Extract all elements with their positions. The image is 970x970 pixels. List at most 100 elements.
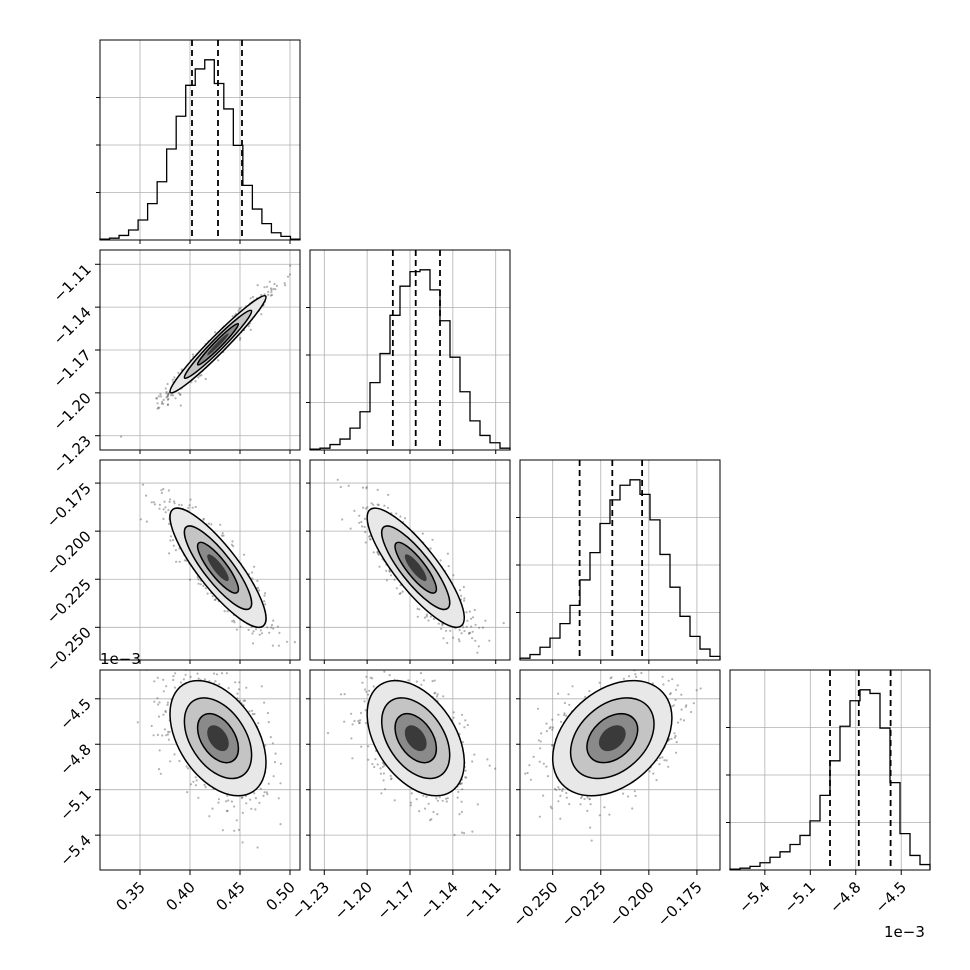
sample-point: [471, 630, 474, 633]
sample-point: [163, 500, 166, 503]
sample-point: [671, 678, 674, 681]
sample-point: [266, 626, 269, 629]
sample-point: [389, 574, 393, 577]
sample-point: [465, 625, 468, 628]
sample-point: [263, 791, 266, 794]
sample-point: [676, 684, 679, 687]
sample-point: [263, 594, 266, 597]
sample-point: [452, 711, 455, 714]
sample-point: [473, 753, 476, 756]
sample-point: [425, 613, 428, 616]
sample-point: [236, 692, 239, 695]
sample-point: [279, 762, 282, 765]
sample-point: [253, 792, 256, 795]
sample-point: [180, 368, 183, 371]
sample-point: [225, 800, 228, 803]
sample-point: [368, 689, 371, 692]
sample-point: [183, 559, 186, 562]
sample-point: [162, 690, 165, 693]
sample-point: [339, 693, 343, 696]
scatter-panel-0-3: [99, 661, 301, 871]
sample-point: [162, 398, 165, 401]
panel-frame: [99, 669, 301, 871]
sample-point: [551, 726, 555, 729]
sample-point: [363, 700, 366, 703]
sample-point: [258, 589, 261, 592]
sample-point: [153, 503, 156, 506]
sample-point: [150, 501, 153, 504]
sample-point: [171, 378, 174, 381]
sample-point: [211, 661, 213, 663]
scatter-panel-2-3: [519, 669, 721, 871]
sample-point: [249, 798, 252, 801]
sample-point: [461, 788, 464, 791]
sample-point: [351, 723, 354, 726]
sample-point: [410, 792, 413, 795]
sample-point: [191, 506, 194, 509]
sample-point: [165, 392, 168, 395]
sample-point: [464, 719, 467, 722]
sample-point: [439, 559, 442, 562]
sample-point: [250, 807, 253, 810]
sample-point: [214, 680, 217, 683]
sample-point: [459, 589, 462, 592]
sample-point: [260, 313, 263, 316]
sample-point: [158, 507, 161, 510]
sample-point: [359, 711, 363, 715]
sample-point: [372, 503, 375, 506]
sample-point: [431, 538, 434, 541]
scatter-panel-1-2: [309, 459, 511, 661]
sample-point: [210, 664, 212, 666]
sample-point: [264, 592, 267, 595]
scatter-panel-0-1: [99, 249, 301, 451]
sample-point: [166, 733, 170, 736]
sample-point: [484, 619, 487, 622]
sample-point: [189, 675, 192, 679]
sample-point: [221, 532, 224, 535]
sample-point: [395, 512, 398, 515]
sample-point: [411, 665, 413, 667]
sample-point: [372, 551, 375, 554]
panel-frame: [729, 669, 931, 871]
panel-content: [100, 661, 300, 870]
density-level: [207, 333, 229, 356]
sample-point: [192, 353, 195, 356]
sample-point: [353, 719, 356, 723]
sample-point: [351, 757, 354, 760]
sample-point: [174, 549, 177, 552]
sample-point: [416, 615, 419, 618]
sample-point: [365, 486, 368, 489]
sample-point: [471, 616, 475, 619]
sample-point: [286, 275, 290, 278]
sample-point: [409, 804, 412, 807]
sample-point: [172, 544, 175, 547]
sample-point: [386, 506, 390, 509]
sample-point: [162, 678, 165, 681]
sample-point: [227, 687, 230, 690]
sample-point: [460, 594, 463, 597]
sample-point: [230, 800, 233, 803]
sample-point: [388, 674, 391, 677]
sample-point: [362, 506, 365, 509]
sample-point: [179, 681, 183, 684]
sample-point: [172, 675, 175, 678]
sample-point: [376, 763, 379, 766]
sample-point: [173, 753, 176, 756]
sample-point: [247, 325, 250, 328]
sample-point: [167, 393, 170, 396]
sample-point: [358, 722, 361, 725]
sample-point: [160, 395, 163, 398]
sample-point: [247, 628, 250, 632]
sample-point: [361, 681, 364, 684]
sample-point: [232, 545, 235, 548]
sample-point: [227, 799, 230, 802]
sample-point: [347, 484, 350, 487]
sample-point: [241, 811, 244, 815]
sample-point: [463, 726, 466, 729]
sample-point: [418, 810, 421, 813]
sample-point: [263, 701, 266, 704]
sample-point: [167, 730, 170, 733]
sample-point: [364, 709, 367, 712]
sample-point: [211, 807, 214, 810]
sample-point: [266, 711, 269, 715]
